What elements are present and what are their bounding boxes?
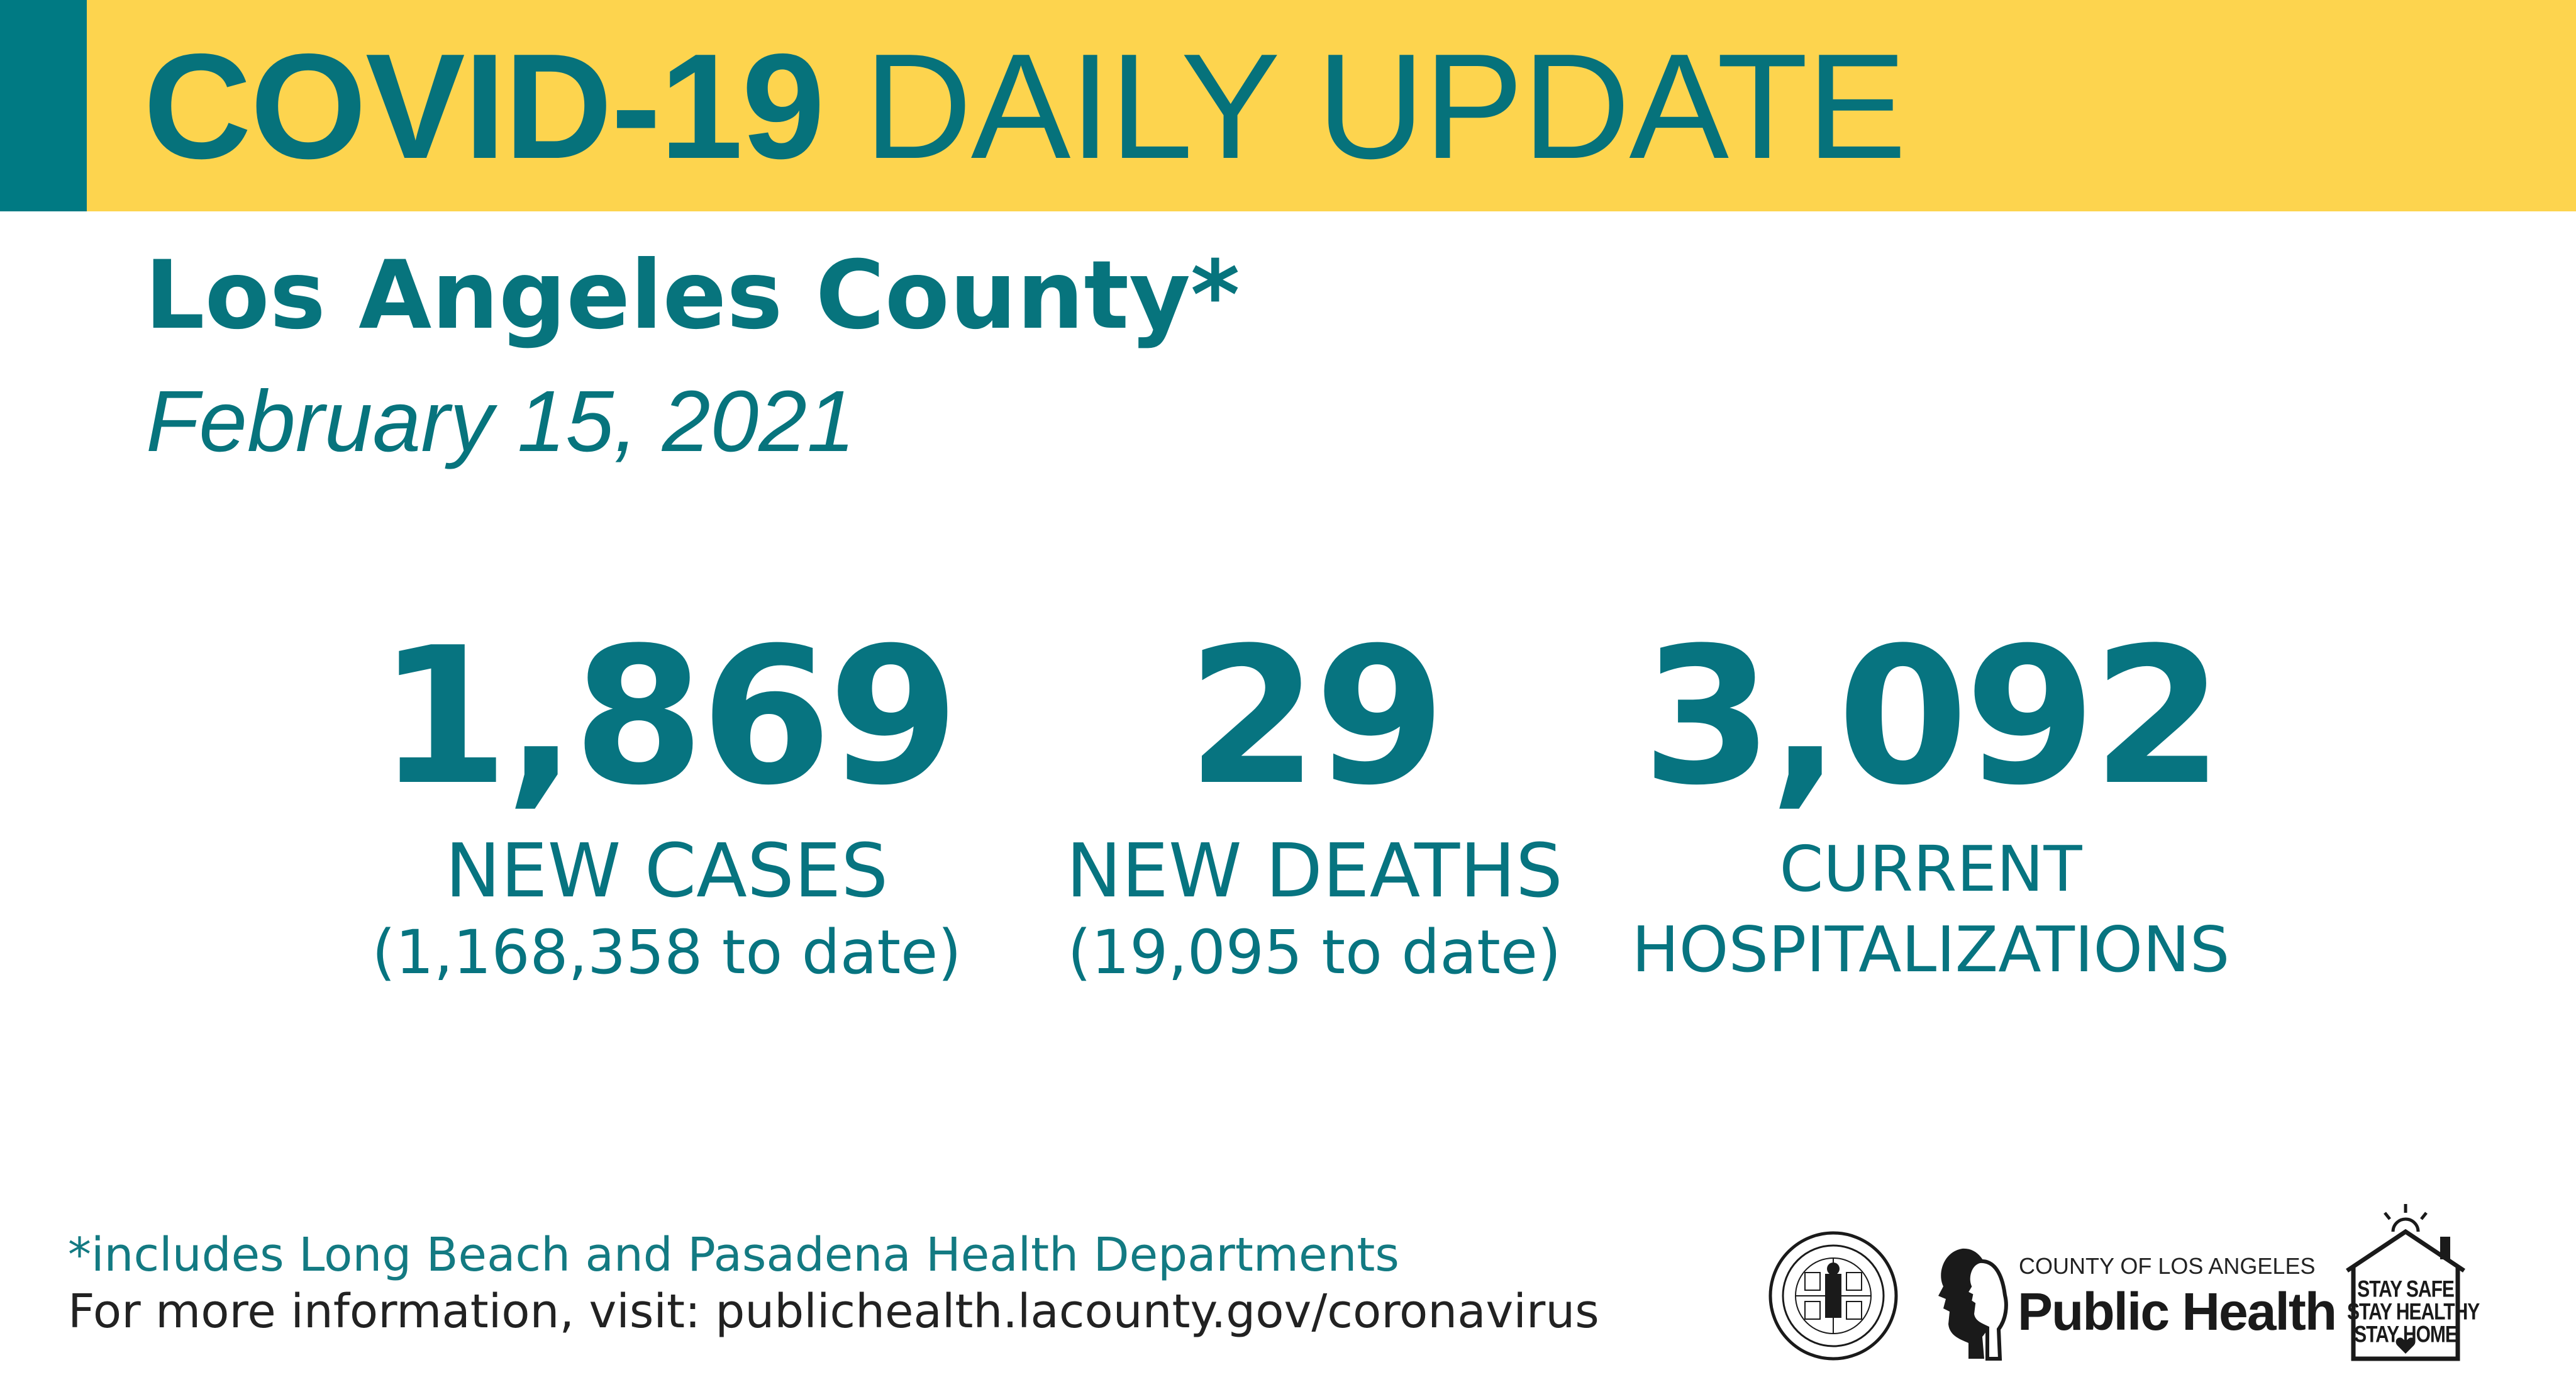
stay-safe-text: STAY SAFE STAY HEALTHY STAY HOME bbox=[2347, 1276, 2480, 1347]
stay-safe-line2: STAY HEALTHY bbox=[2347, 1298, 2480, 1325]
stat-hospitalizations: 3,092 CURRENT HOSPITALIZATIONS bbox=[1610, 623, 2251, 990]
new-deaths-value: 29 bbox=[1187, 607, 1445, 827]
title-bold-part: COVID-19 bbox=[143, 23, 825, 190]
page-title: COVID-19 DAILY UPDATE bbox=[143, 32, 1907, 182]
hospitalizations-label-line1: CURRENT bbox=[1779, 832, 2082, 906]
stat-new-deaths: 29 NEW DEATHS (19,095 to date) bbox=[1006, 623, 1623, 990]
public-health-logo: COUNTY OF LOS ANGELES Public Health bbox=[1924, 1236, 2337, 1362]
title-light-part: DAILY UPDATE bbox=[863, 23, 1907, 190]
hospitalizations-value: 3,092 bbox=[1641, 607, 2224, 827]
stay-safe-logo: STAY SAFE STAY HEALTHY STAY HOME bbox=[2340, 1201, 2480, 1365]
deaths-to-date: (19,095 to date) bbox=[1067, 917, 1562, 988]
footnote: *includes Long Beach and Pasadena Health… bbox=[68, 1228, 1399, 1282]
new-cases-value: 1,869 bbox=[377, 607, 960, 827]
public-health-big-text: Public Health bbox=[2018, 1282, 2337, 1341]
hospitalizations-label-line2: HOSPITALIZATIONS bbox=[1631, 913, 2230, 986]
stat-new-cases: 1,869 NEW CASES (1,168,358 to date) bbox=[352, 623, 981, 990]
profile-heads-icon bbox=[1938, 1248, 2008, 1361]
county-seal-icon bbox=[1768, 1231, 1898, 1361]
new-deaths-label: NEW DEATHS bbox=[1066, 827, 1563, 914]
title-banner: COVID-19 DAILY UPDATE bbox=[0, 0, 2576, 211]
public-health-small-text: COUNTY OF LOS ANGELES bbox=[2019, 1253, 2316, 1279]
house-sun-icon bbox=[2346, 1204, 2465, 1361]
new-cases-label: NEW CASES bbox=[445, 827, 889, 914]
location-heading: Los Angeles County* bbox=[145, 241, 1240, 350]
hospitalizations-label: CURRENT HOSPITALIZATIONS bbox=[1610, 829, 2251, 990]
cases-to-date: (1,168,358 to date) bbox=[372, 917, 962, 988]
stay-safe-line3: STAY HOME bbox=[2354, 1321, 2458, 1347]
more-info-text: For more information, visit: publichealt… bbox=[68, 1285, 1599, 1339]
stay-safe-line1: STAY SAFE bbox=[2357, 1276, 2455, 1302]
banner-accent-bar bbox=[0, 0, 87, 211]
report-date: February 15, 2021 bbox=[146, 373, 855, 470]
